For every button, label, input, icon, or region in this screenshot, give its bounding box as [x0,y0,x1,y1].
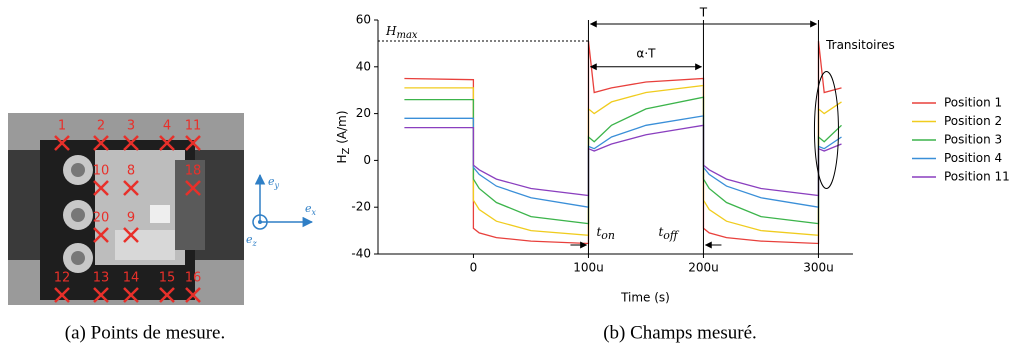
toff-label-symbol: t [658,225,663,239]
point-label: 9 [127,211,135,226]
hmax-label-sub: max [396,30,417,41]
point-label: 3 [127,119,135,134]
axis-vector-label-symbol: e [305,202,312,215]
point-label: 14 [123,271,140,286]
measure-cross [123,135,139,151]
series-line [404,41,842,245]
measure-cross [123,180,139,196]
hmax-label: Hmax [385,24,418,41]
measure-cross [185,180,201,196]
legend-label: Position 2 [944,114,1002,128]
y-tick-label: -40 [351,247,371,261]
measure-cross [185,135,201,151]
point-label: 12 [54,271,71,286]
measure-cross [185,287,201,303]
legend-label: Position 11 [944,170,1010,184]
measure-cross [93,227,109,243]
y-tick-label: 60 [356,13,371,27]
caption: (b) Champs mesuré. [603,322,757,343]
y-axis-title-unit: (A/m) [335,110,349,147]
y-axis-title-symbol: H [335,154,349,163]
legend-label: Position 1 [944,96,1002,110]
ton-label: ton [596,225,615,243]
x-axis-title: Time (s) [620,291,670,305]
measure-cross [123,227,139,243]
toff-label-sub: off [663,229,680,242]
measure-cross [93,180,109,196]
period-label: T [699,6,708,20]
y-axis-title-sub: Z [341,147,352,154]
point-label: 2 [97,119,105,134]
axis-vector-label-sub: x [312,208,317,217]
axis-vector-label-sub: y [274,181,280,190]
point-label: 8 [127,164,135,179]
point-label: 13 [93,271,110,286]
axis-vector-label-symbol: e [246,233,253,246]
measure-cross [123,287,139,303]
duty-label: α·T [636,46,656,60]
x-tick-label: 200u [688,261,719,275]
series-line [404,96,842,225]
ton-label-sub: on [601,229,615,242]
series-line [404,84,842,237]
axis-vector-label: ex [305,202,317,217]
measure-cross [54,135,70,151]
transients-label: Transitoires [825,38,895,52]
y-tick-label: 0 [363,153,371,167]
axis-vector-label: ez [246,233,258,248]
point-label: 16 [185,271,202,286]
point-label: 1 [58,119,66,134]
point-label: 20 [93,211,110,226]
caption: (a) Points de mesure. [65,322,225,343]
coordinate-frame [252,173,314,230]
measure-cross [54,287,70,303]
measure-cross [159,287,175,303]
axis-vector-label-sub: z [252,239,258,248]
x-tick-label: 0 [470,261,478,275]
measure-cross [159,135,175,151]
measure-cross [93,287,109,303]
ton-label-symbol: t [596,225,601,239]
transients-ellipse [813,70,839,189]
x-tick-label: 300u [803,261,834,275]
point-label: 4 [163,119,171,134]
x-tick-label: 100u [573,261,604,275]
point-label: 15 [159,271,176,286]
point-label: 10 [93,164,110,179]
hmax-label-symbol: H [385,24,397,38]
series-line [404,124,842,197]
photo [8,113,244,305]
point-label: 18 [185,164,202,179]
toff-label: toff [658,225,679,243]
y-tick-label: 40 [356,59,371,73]
series-line [404,115,842,208]
y-tick-label: -20 [351,200,371,214]
y-axis-title: HZ (A/m) [335,110,353,163]
axis-vector-label-symbol: e [268,175,275,188]
measure-cross [93,135,109,151]
point-label: 11 [185,119,202,134]
legend-label: Position 3 [944,133,1002,147]
axis-vector-label: ey [268,175,280,190]
y-tick-label: 20 [356,106,371,120]
legend-label: Position 4 [944,151,1002,165]
